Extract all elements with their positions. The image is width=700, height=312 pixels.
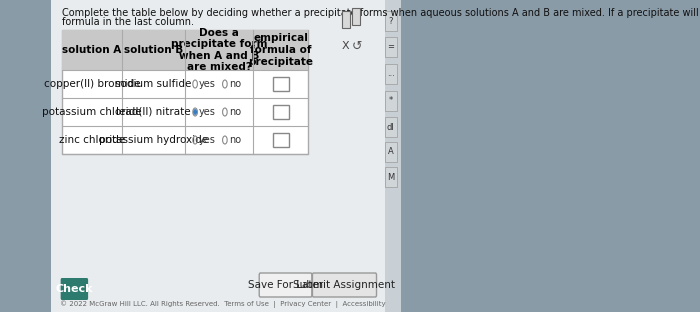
Text: solution B: solution B bbox=[124, 45, 183, 55]
Text: no: no bbox=[229, 79, 241, 89]
FancyBboxPatch shape bbox=[61, 278, 88, 300]
Text: empirical
formula of
precipitate: empirical formula of precipitate bbox=[248, 33, 313, 66]
Text: yes: yes bbox=[199, 135, 216, 145]
FancyBboxPatch shape bbox=[259, 273, 312, 297]
FancyBboxPatch shape bbox=[352, 8, 361, 25]
Text: Submit Assignment: Submit Assignment bbox=[293, 280, 396, 290]
Text: no: no bbox=[229, 135, 241, 145]
FancyBboxPatch shape bbox=[0, 0, 52, 312]
Text: copper(II) bromide: copper(II) bromide bbox=[43, 79, 140, 89]
FancyBboxPatch shape bbox=[273, 77, 288, 91]
FancyBboxPatch shape bbox=[342, 11, 350, 28]
Text: formula in the last column.: formula in the last column. bbox=[62, 17, 194, 27]
FancyBboxPatch shape bbox=[385, 91, 396, 111]
Text: X: X bbox=[342, 41, 349, 51]
Text: potassium hydroxide: potassium hydroxide bbox=[99, 135, 208, 145]
FancyBboxPatch shape bbox=[385, 167, 396, 187]
FancyBboxPatch shape bbox=[385, 64, 396, 84]
FancyBboxPatch shape bbox=[312, 273, 377, 297]
Text: *: * bbox=[389, 96, 393, 105]
Circle shape bbox=[194, 110, 197, 114]
Text: zinc chloride: zinc chloride bbox=[59, 135, 125, 145]
FancyBboxPatch shape bbox=[273, 105, 288, 119]
FancyBboxPatch shape bbox=[384, 0, 400, 312]
Text: Complete the table below by deciding whether a precipitate forms when aqueous so: Complete the table below by deciding whe… bbox=[62, 8, 700, 18]
FancyBboxPatch shape bbox=[385, 142, 396, 162]
Text: yes: yes bbox=[199, 107, 216, 117]
Text: =: = bbox=[387, 42, 394, 51]
Text: Save For Later: Save For Later bbox=[248, 280, 323, 290]
Text: no: no bbox=[229, 107, 241, 117]
FancyBboxPatch shape bbox=[385, 117, 396, 137]
FancyBboxPatch shape bbox=[62, 30, 308, 70]
Text: © 2022 McGraw Hill LLC. All Rights Reserved.  Terms of Use  |  Privacy Center  |: © 2022 McGraw Hill LLC. All Rights Reser… bbox=[60, 300, 386, 308]
FancyBboxPatch shape bbox=[62, 30, 308, 154]
Text: lead(II) nitrate: lead(II) nitrate bbox=[116, 107, 190, 117]
FancyBboxPatch shape bbox=[385, 37, 396, 57]
Text: A: A bbox=[388, 148, 393, 157]
Text: $\circlearrowleft$: $\circlearrowleft$ bbox=[349, 40, 363, 52]
Text: ...: ... bbox=[387, 70, 395, 79]
Text: Check: Check bbox=[55, 284, 93, 294]
FancyBboxPatch shape bbox=[273, 133, 288, 147]
Text: M: M bbox=[387, 173, 394, 182]
Text: yes: yes bbox=[199, 79, 216, 89]
FancyBboxPatch shape bbox=[52, 0, 392, 312]
Text: potassium chloride: potassium chloride bbox=[42, 107, 141, 117]
Text: ?: ? bbox=[389, 17, 393, 26]
Text: dl: dl bbox=[387, 123, 395, 131]
Text: Does a
precipitate form
when A and B
are mixed?: Does a precipitate form when A and B are… bbox=[171, 27, 267, 72]
Text: sodium sulfide: sodium sulfide bbox=[116, 79, 192, 89]
Text: solution A: solution A bbox=[62, 45, 122, 55]
FancyBboxPatch shape bbox=[385, 11, 396, 31]
